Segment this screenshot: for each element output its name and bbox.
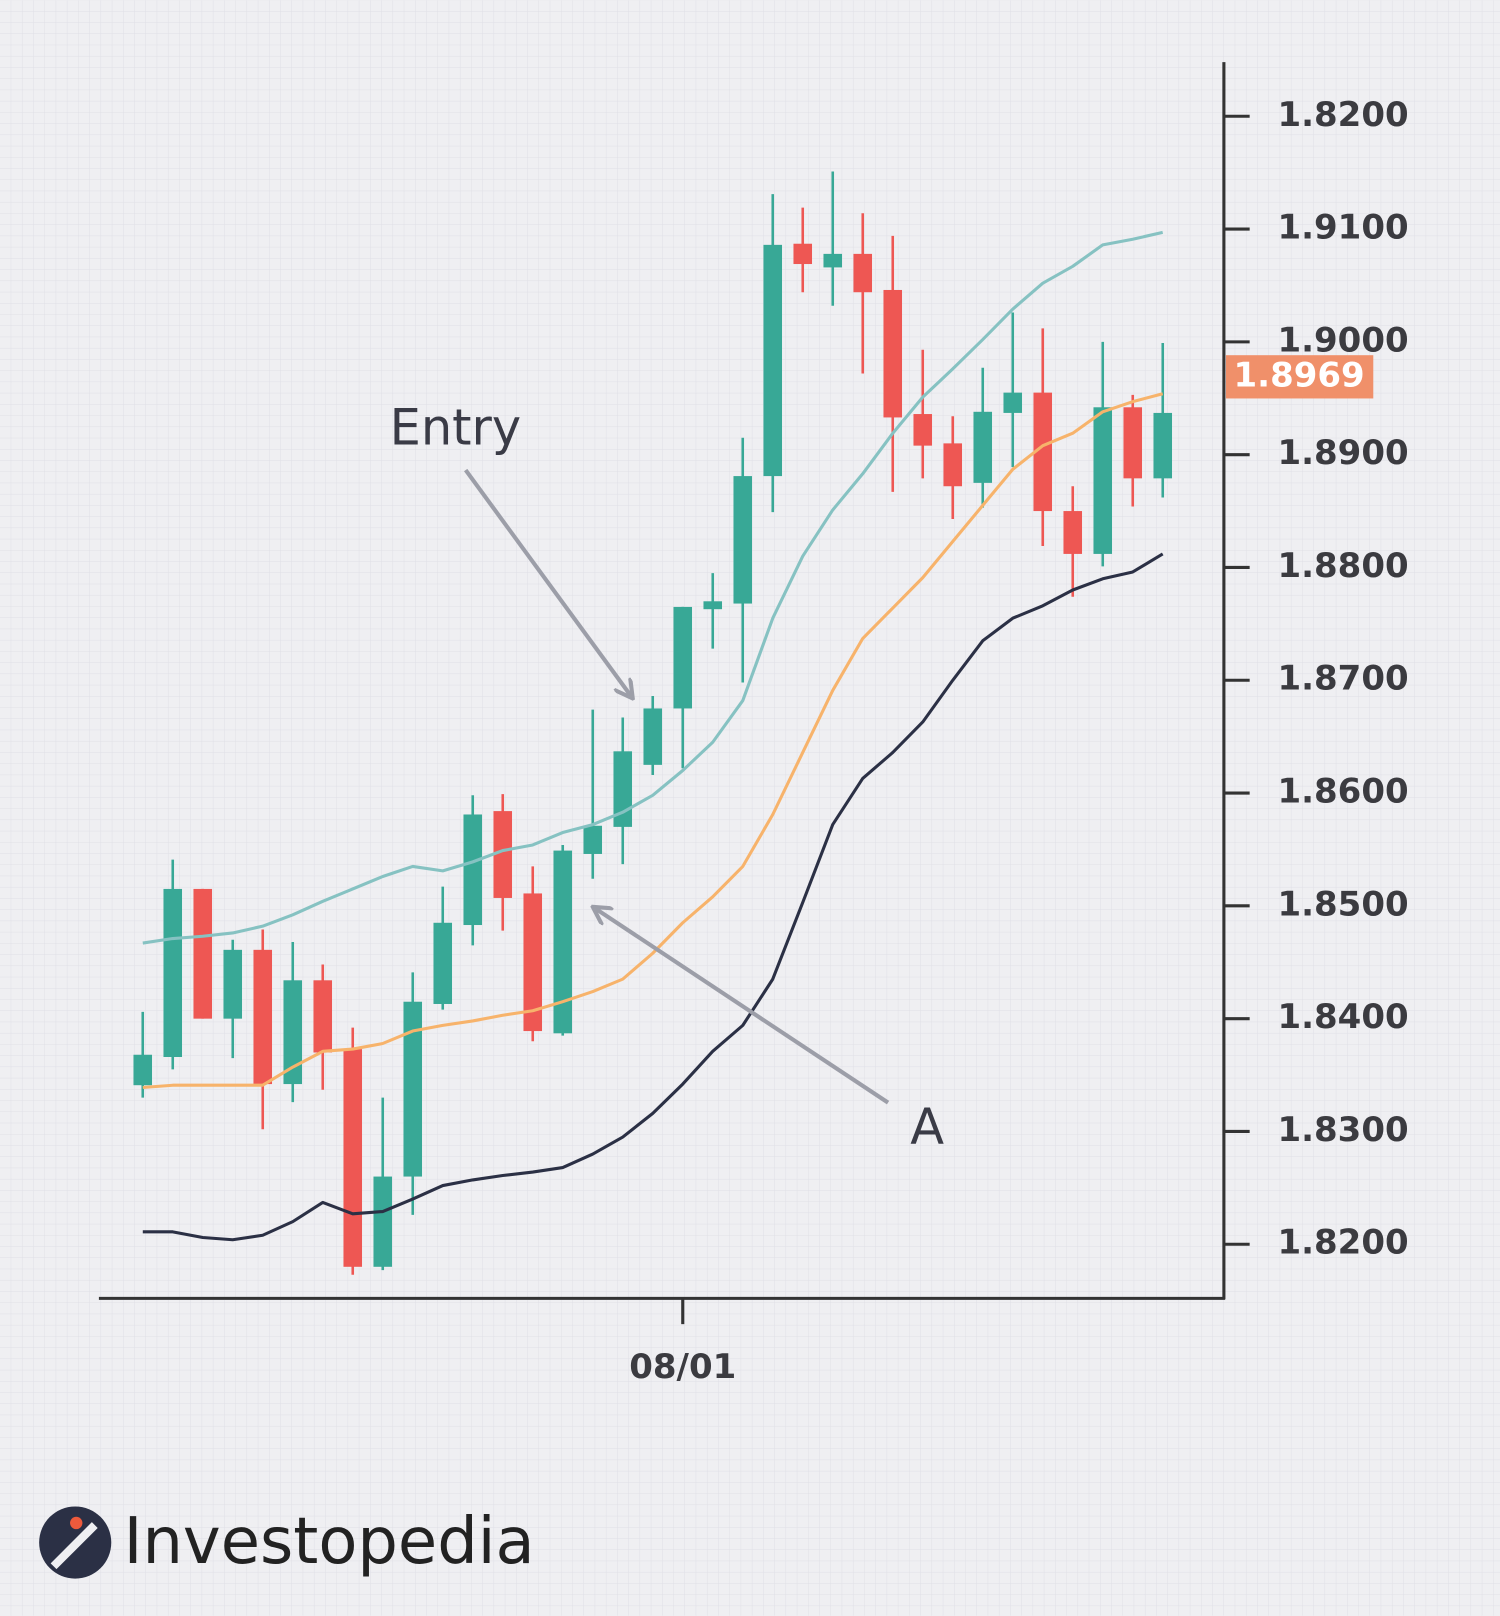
y-tick-label: 1.8500 (1277, 884, 1408, 924)
logo-dot (70, 1516, 83, 1530)
candle-body (553, 850, 573, 1034)
annotation-a: A (910, 1098, 944, 1156)
candle-body (763, 244, 783, 477)
y-tick-label: 1.9100 (1277, 208, 1408, 248)
y-tick-label: 1.8900 (1277, 433, 1408, 473)
candle-body (493, 811, 513, 898)
candle-body (1003, 392, 1023, 413)
candle-body (1123, 407, 1143, 479)
candle-body (703, 601, 723, 610)
last-price-box (1225, 355, 1374, 399)
candle-body (433, 922, 453, 1004)
candle-body (1153, 412, 1173, 479)
candle-body (853, 253, 873, 293)
brand-name: Investopedia (124, 1505, 535, 1579)
a-arrow (594, 908, 890, 1105)
y-tick-label: 1.8200 (1277, 1223, 1408, 1263)
candle-body (823, 253, 843, 268)
candle-body (343, 1049, 363, 1267)
candle-body (1063, 511, 1083, 554)
annotation-entry: Entry (390, 398, 522, 456)
candle-body (733, 476, 753, 604)
candle-body (583, 825, 603, 854)
candle-body (163, 888, 183, 1057)
entry-arrow (463, 468, 632, 697)
x-tick-label: 08/01 (629, 1347, 736, 1387)
candle-body (463, 814, 483, 926)
logo: Investopedia (39, 1505, 535, 1579)
candle-body (943, 443, 963, 487)
candle-body (673, 606, 693, 709)
candle-body (793, 243, 813, 265)
band-line (142, 552, 1164, 1242)
candle-body (643, 708, 663, 765)
candle-body (193, 888, 213, 1019)
candle-body (1033, 392, 1053, 512)
candle-body (313, 980, 333, 1053)
candle-body (223, 949, 243, 1019)
y-tick-label: 1.8600 (1277, 772, 1408, 812)
candle-body (133, 1054, 153, 1086)
candle-body (373, 1176, 393, 1267)
candle-body (1093, 407, 1113, 554)
y-tick-label: 1.8200 (1277, 95, 1408, 135)
candle-body (913, 414, 933, 446)
y-tick-label: 1.8700 (1277, 659, 1408, 699)
y-tick-label: 1.9000 (1277, 320, 1408, 360)
plot (133, 171, 1173, 1275)
candle-body (973, 411, 993, 483)
y-tick-label: 1.8400 (1277, 997, 1408, 1037)
y-tick-label: 1.8300 (1277, 1110, 1408, 1150)
band-line (142, 392, 1164, 1090)
y-tick-label: 1.8800 (1277, 546, 1408, 586)
logo-stroke (50, 1522, 98, 1570)
candle-body (253, 949, 273, 1085)
last-price-label: 1.8969 (1234, 355, 1365, 395)
candle-body (523, 893, 543, 1032)
candle-body (283, 980, 303, 1085)
candle-body (883, 289, 903, 418)
band-line (142, 230, 1164, 945)
candle-body (403, 1001, 423, 1177)
